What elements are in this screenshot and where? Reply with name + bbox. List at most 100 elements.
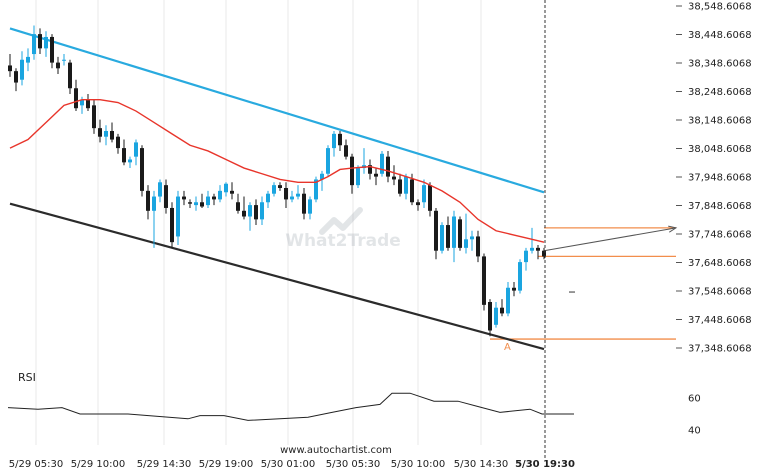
candle-body — [98, 128, 102, 137]
candle-body — [248, 205, 252, 217]
candle-body — [350, 156, 354, 186]
moving-average-line — [9, 98, 545, 243]
candle-body — [482, 256, 486, 305]
candle-body — [152, 196, 156, 211]
candle-body — [386, 156, 390, 177]
candle-body — [122, 148, 126, 163]
candle-body — [494, 307, 498, 325]
watermark-text: What2Trade — [285, 231, 401, 251]
price-tick-label: 38,548.6068 — [688, 2, 752, 13]
candle-body — [380, 153, 384, 174]
time-tick-label: 5/30 10:00 — [391, 459, 445, 470]
pattern-marker-label: A — [504, 342, 511, 353]
candle-body — [410, 179, 414, 203]
candle-body — [200, 202, 204, 207]
candle-body — [8, 65, 12, 72]
candle-body — [428, 185, 432, 211]
candle-body — [464, 239, 468, 248]
candle-body — [110, 131, 114, 140]
candle-body — [332, 133, 336, 149]
channel-upper-line — [9, 27, 545, 194]
rsi-label: RSI — [18, 371, 36, 384]
price-tick-label: 37,948.6068 — [688, 173, 752, 184]
price-tick-label: 38,348.6068 — [688, 59, 752, 70]
projection: A — [504, 225, 678, 353]
watermark-chart-icon — [319, 207, 363, 235]
candle-body — [86, 99, 90, 109]
candle-body — [374, 173, 378, 177]
candle-body — [74, 88, 78, 109]
candle-body — [398, 179, 402, 194]
candle-body — [68, 62, 72, 89]
candle-body — [500, 307, 504, 314]
projection-arrow-head — [668, 225, 678, 233]
candle-body — [338, 133, 342, 146]
price-axis: 38,548.6068 38,448.6068 38,348.6068 38,248.… — [676, 2, 752, 355]
candle-body — [488, 302, 492, 331]
candle-body — [422, 185, 426, 203]
candle-body — [530, 247, 534, 251]
candle-body — [302, 193, 306, 214]
candle-body — [458, 219, 462, 248]
watermark: What2Trade — [285, 207, 401, 251]
level-lines — [490, 227, 676, 340]
candle-body — [164, 185, 168, 208]
candle-body — [140, 148, 144, 191]
candle-body — [188, 202, 192, 204]
price-tick-label: 37,348.6068 — [688, 344, 752, 355]
candle-body — [92, 105, 96, 129]
candle-body — [146, 190, 150, 211]
candle-body — [512, 287, 516, 291]
price-tick-label: 38,148.6068 — [688, 116, 752, 127]
candle-body — [26, 56, 30, 63]
candle-body — [14, 71, 18, 83]
candle-body — [236, 202, 240, 211]
candle-body — [356, 168, 360, 186]
candle-body — [524, 250, 528, 263]
candle-body — [212, 196, 216, 200]
candle-body — [284, 188, 288, 200]
candle-body — [32, 34, 36, 55]
candles — [8, 25, 546, 337]
candle-body — [272, 185, 276, 194]
candle-body — [224, 183, 228, 193]
channel-lines — [9, 27, 545, 351]
candle-body — [230, 190, 234, 194]
time-axis: 5/29 05:30 5/29 10:00 5/29 14:30 5/29 19:00… — [9, 0, 575, 470]
candle-body — [368, 165, 372, 174]
price-tick-label: 37,848.6068 — [688, 201, 752, 212]
price-tick-label: 38,448.6068 — [688, 30, 752, 41]
candle-body — [320, 173, 324, 180]
candle-body — [434, 210, 438, 251]
candle-body — [254, 205, 258, 220]
candle-body — [392, 176, 396, 180]
price-tick-label: 38,248.6068 — [688, 87, 752, 98]
candle-body — [266, 193, 270, 203]
candle-body — [518, 262, 522, 291]
price-tick-label: 37,548.6068 — [688, 287, 752, 298]
candle-body — [446, 225, 450, 248]
candle-body — [206, 196, 210, 206]
rsi-line — [7, 392, 574, 421]
candle-body — [344, 145, 348, 157]
time-tick-label: 5/30 05:30 — [326, 459, 380, 470]
time-tick-label: 5/30 19:30 — [515, 459, 575, 470]
time-tick-label: 5/29 14:30 — [137, 459, 191, 470]
candle-body — [536, 247, 540, 251]
candle-body — [416, 202, 420, 206]
candle-body — [80, 99, 84, 106]
candle-body — [404, 176, 408, 194]
price-tick-label: 37,748.6068 — [688, 230, 752, 241]
candle-body — [296, 193, 300, 197]
candle-body — [476, 236, 480, 257]
rsi-panel: RSI 60 40 — [7, 371, 701, 437]
candle-body — [20, 59, 24, 80]
candle-body — [308, 199, 312, 214]
grid-layer — [35, 0, 482, 445]
candle-body — [242, 210, 246, 217]
candle-body — [440, 225, 444, 251]
candle-body — [452, 216, 456, 248]
price-tick-label: 38,048.6068 — [688, 144, 752, 155]
price-tick-label: 37,648.6068 — [688, 258, 752, 269]
candle-body — [542, 250, 546, 257]
